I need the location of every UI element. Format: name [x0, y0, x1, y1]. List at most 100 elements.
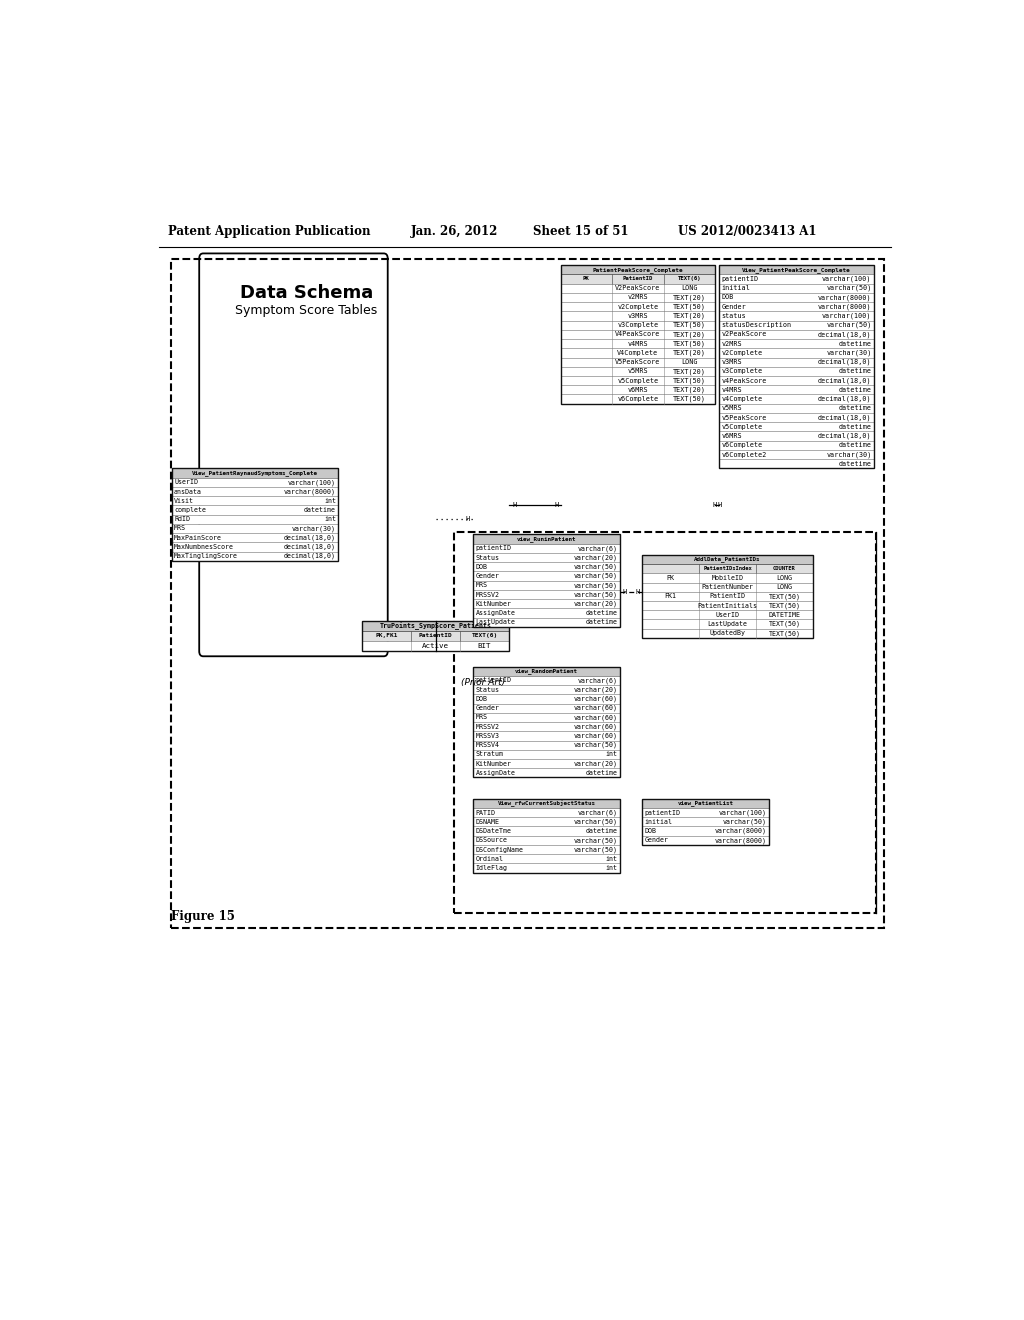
Text: varchar(6): varchar(6)	[578, 677, 617, 684]
Text: varchar(60): varchar(60)	[573, 723, 617, 730]
Text: v4MRS: v4MRS	[628, 341, 648, 347]
Bar	[362, 642, 509, 651]
Text: int: int	[324, 498, 336, 504]
Text: PatientIDsIndex: PatientIDsIndex	[703, 566, 752, 572]
Bar	[473, 808, 621, 817]
Bar	[719, 376, 873, 385]
Text: TEXT(6): TEXT(6)	[471, 634, 498, 639]
Text: FK1: FK1	[665, 594, 677, 599]
Text: TEXT(50): TEXT(50)	[673, 396, 706, 403]
Bar	[719, 459, 873, 469]
Text: v2MRS: v2MRS	[628, 294, 648, 301]
Text: varchar(50): varchar(50)	[573, 818, 617, 825]
Text: varchar(6): varchar(6)	[578, 809, 617, 816]
Bar	[719, 348, 873, 358]
Bar	[642, 799, 769, 845]
Text: LONG: LONG	[776, 585, 793, 590]
Text: TEXT(50): TEXT(50)	[673, 341, 706, 347]
Bar	[719, 441, 873, 450]
Text: PK: PK	[667, 576, 675, 581]
Bar	[719, 450, 873, 459]
Bar	[560, 367, 715, 376]
Text: LONG: LONG	[776, 576, 793, 581]
Bar	[642, 826, 769, 836]
Bar	[473, 836, 621, 845]
Text: MaxPainScore: MaxPainScore	[174, 535, 222, 541]
Text: Figure 15: Figure 15	[171, 911, 234, 924]
Bar	[560, 312, 715, 321]
Text: varchar(8000): varchar(8000)	[818, 304, 871, 310]
Bar	[719, 312, 873, 321]
Bar	[473, 750, 621, 759]
Bar	[172, 487, 338, 496]
Bar	[473, 581, 621, 590]
Text: view_RuninPatient: view_RuninPatient	[517, 536, 577, 543]
Text: DSSource: DSSource	[475, 837, 508, 843]
Text: v6Complete2: v6Complete2	[722, 451, 767, 458]
Bar	[473, 817, 621, 826]
Text: DOB: DOB	[475, 696, 487, 702]
Text: PatientID: PatientID	[623, 276, 653, 281]
Bar	[362, 631, 509, 642]
Bar	[642, 554, 813, 564]
Text: varchar(60): varchar(60)	[573, 733, 617, 739]
Text: MaxNumbnesScore: MaxNumbnesScore	[174, 544, 234, 550]
Bar	[642, 817, 769, 826]
Text: Active: Active	[422, 643, 449, 649]
Text: view_PatientList: view_PatientList	[678, 800, 734, 807]
Bar	[719, 321, 873, 330]
Text: decimal(18,0): decimal(18,0)	[284, 553, 336, 560]
Text: Sheet 15 of 51: Sheet 15 of 51	[532, 224, 628, 238]
Text: v3Complete: v3Complete	[722, 368, 763, 375]
Text: DOB: DOB	[645, 828, 656, 834]
Bar	[560, 265, 715, 275]
Text: PatientPeakScore_Complete: PatientPeakScore_Complete	[593, 267, 683, 273]
Text: v5MRS: v5MRS	[628, 368, 648, 375]
Bar	[473, 759, 621, 768]
Bar	[473, 544, 621, 553]
Text: Jan. 26, 2012: Jan. 26, 2012	[411, 224, 499, 238]
Bar	[719, 358, 873, 367]
Text: varchar(30): varchar(30)	[826, 451, 871, 458]
Text: v2Complete: v2Complete	[617, 304, 658, 310]
Text: Symptom Score Tables: Symptom Score Tables	[236, 305, 378, 317]
Text: PATID: PATID	[475, 809, 496, 816]
Text: patientID: patientID	[645, 809, 681, 816]
Text: varchar(50): varchar(50)	[826, 285, 871, 292]
Text: varchar(100): varchar(100)	[822, 276, 871, 282]
Text: varchar(60): varchar(60)	[573, 714, 617, 721]
Text: PK: PK	[583, 276, 590, 281]
Text: MRS: MRS	[475, 582, 487, 589]
Text: TEXT(20): TEXT(20)	[673, 387, 706, 393]
Text: datetime: datetime	[839, 461, 871, 467]
Bar	[473, 799, 621, 808]
Bar	[473, 562, 621, 572]
Bar	[642, 591, 813, 601]
Text: H: H	[718, 502, 722, 508]
Text: varchar(50): varchar(50)	[573, 564, 617, 570]
Text: v2Complete: v2Complete	[722, 350, 763, 356]
Bar	[473, 722, 621, 731]
Bar	[473, 741, 621, 750]
Text: varchar(20): varchar(20)	[573, 554, 617, 561]
Bar	[473, 863, 621, 873]
Bar	[719, 432, 873, 441]
Text: datetime: datetime	[839, 405, 871, 412]
Text: PatientID: PatientID	[710, 594, 745, 599]
Bar	[473, 572, 621, 581]
Text: UpdatedBy: UpdatedBy	[710, 631, 745, 636]
Text: patientID: patientID	[475, 545, 512, 552]
Bar	[172, 543, 338, 552]
Text: LastUpdate: LastUpdate	[708, 622, 748, 627]
Text: COUNTER: COUNTER	[773, 566, 796, 572]
Text: v6Complete: v6Complete	[722, 442, 763, 449]
Text: PatientID: PatientID	[419, 634, 453, 639]
Text: TEXT(50): TEXT(50)	[768, 593, 801, 599]
Bar	[172, 515, 338, 524]
Text: varchar(20): varchar(20)	[573, 760, 617, 767]
Text: DOB: DOB	[475, 564, 487, 570]
Bar	[454, 532, 876, 913]
Text: v5Complete: v5Complete	[722, 424, 763, 430]
Text: MRSSV4: MRSSV4	[475, 742, 500, 748]
Text: varchar(60): varchar(60)	[573, 696, 617, 702]
